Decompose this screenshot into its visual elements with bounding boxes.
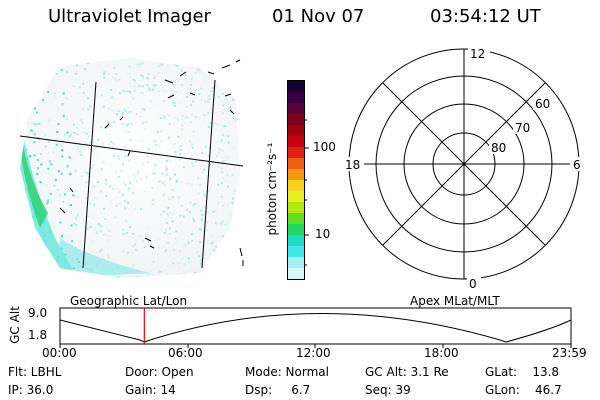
colorbar-segment [288,81,304,92]
ytick-top: 9.0 [28,306,48,320]
altitude-timeline [59,307,572,348]
glat-info: GLat: 13.8 [485,365,560,379]
xtick-0000: 00:00 [42,346,77,360]
ytick-bottom: 1.8 [28,328,48,342]
auroral-image [19,58,244,278]
colorbar-segment [288,169,304,180]
xtick-1200: 12:00 [296,346,331,360]
dsp-info: Dsp: 6.7 [245,383,311,397]
grid-line [19,135,244,167]
instrument-title: Ultraviolet Imager [48,6,211,27]
colorbar-tick-100: 100 [313,140,336,154]
date-label: 01 Nov 07 [272,6,365,27]
yaxis-title: GC Alt [8,306,22,344]
polar-plot: 12 18 6 0 60 70 80 [342,46,584,291]
colorbar-segment [288,268,304,279]
filter-info: Flt: LBHL [8,365,62,379]
coastline [59,59,244,266]
colorbar-segment [288,114,304,125]
colorbar-segment [288,202,304,213]
mlt-label-0: 0 [469,277,477,291]
geographic-label: Geographic Lat/Lon [70,294,188,308]
xtick-0600: 06:00 [168,346,203,360]
mlat-label-60: 60 [535,97,550,111]
mlat-label-80: 80 [491,141,506,155]
gain-info: Gain: 14 [125,383,176,397]
grid-line [201,79,216,269]
ip-info: IP: 36.0 [8,383,54,397]
gc-alt-info: GC Alt: 3.1 Re [365,365,449,379]
door-info: Door: Open [125,365,194,379]
mlt-label-18: 18 [345,158,360,172]
colorbar-segment [288,191,304,202]
colorbar-segment [288,213,304,224]
colorbar-axis [305,119,309,266]
apex-label: Apex MLat/MLT [410,294,500,308]
seq-info: Seq: 39 [365,383,411,397]
grid-line [82,81,97,269]
colorbar-segment [288,224,304,235]
mlt-label-12: 12 [470,47,485,61]
xtick-2359: 23:59 [552,346,587,360]
xtick-1800: 18:00 [424,346,459,360]
colorbar-segment [288,257,304,268]
colorbar-segment [288,125,304,136]
colorbar-segment [288,235,304,246]
mlt-label-6: 6 [573,158,581,172]
colorbar-segment [288,136,304,147]
colorbar [287,80,305,280]
colorbar-segment [288,103,304,114]
mlat-label-70: 70 [515,121,530,135]
mode-info: Mode: Normal [245,365,329,379]
time-label: 03:54:12 UT [430,6,541,27]
colorbar-segment [288,246,304,257]
glon-info: GLon: 46.7 [485,383,562,397]
colorbar-segment [288,147,304,158]
colorbar-segment [288,92,304,103]
colorbar-unit-label: photon cm⁻²s⁻¹ [265,142,279,236]
colorbar-tick-10: 10 [315,227,331,241]
colorbar-segment [288,180,304,191]
colorbar-segment [288,158,304,169]
